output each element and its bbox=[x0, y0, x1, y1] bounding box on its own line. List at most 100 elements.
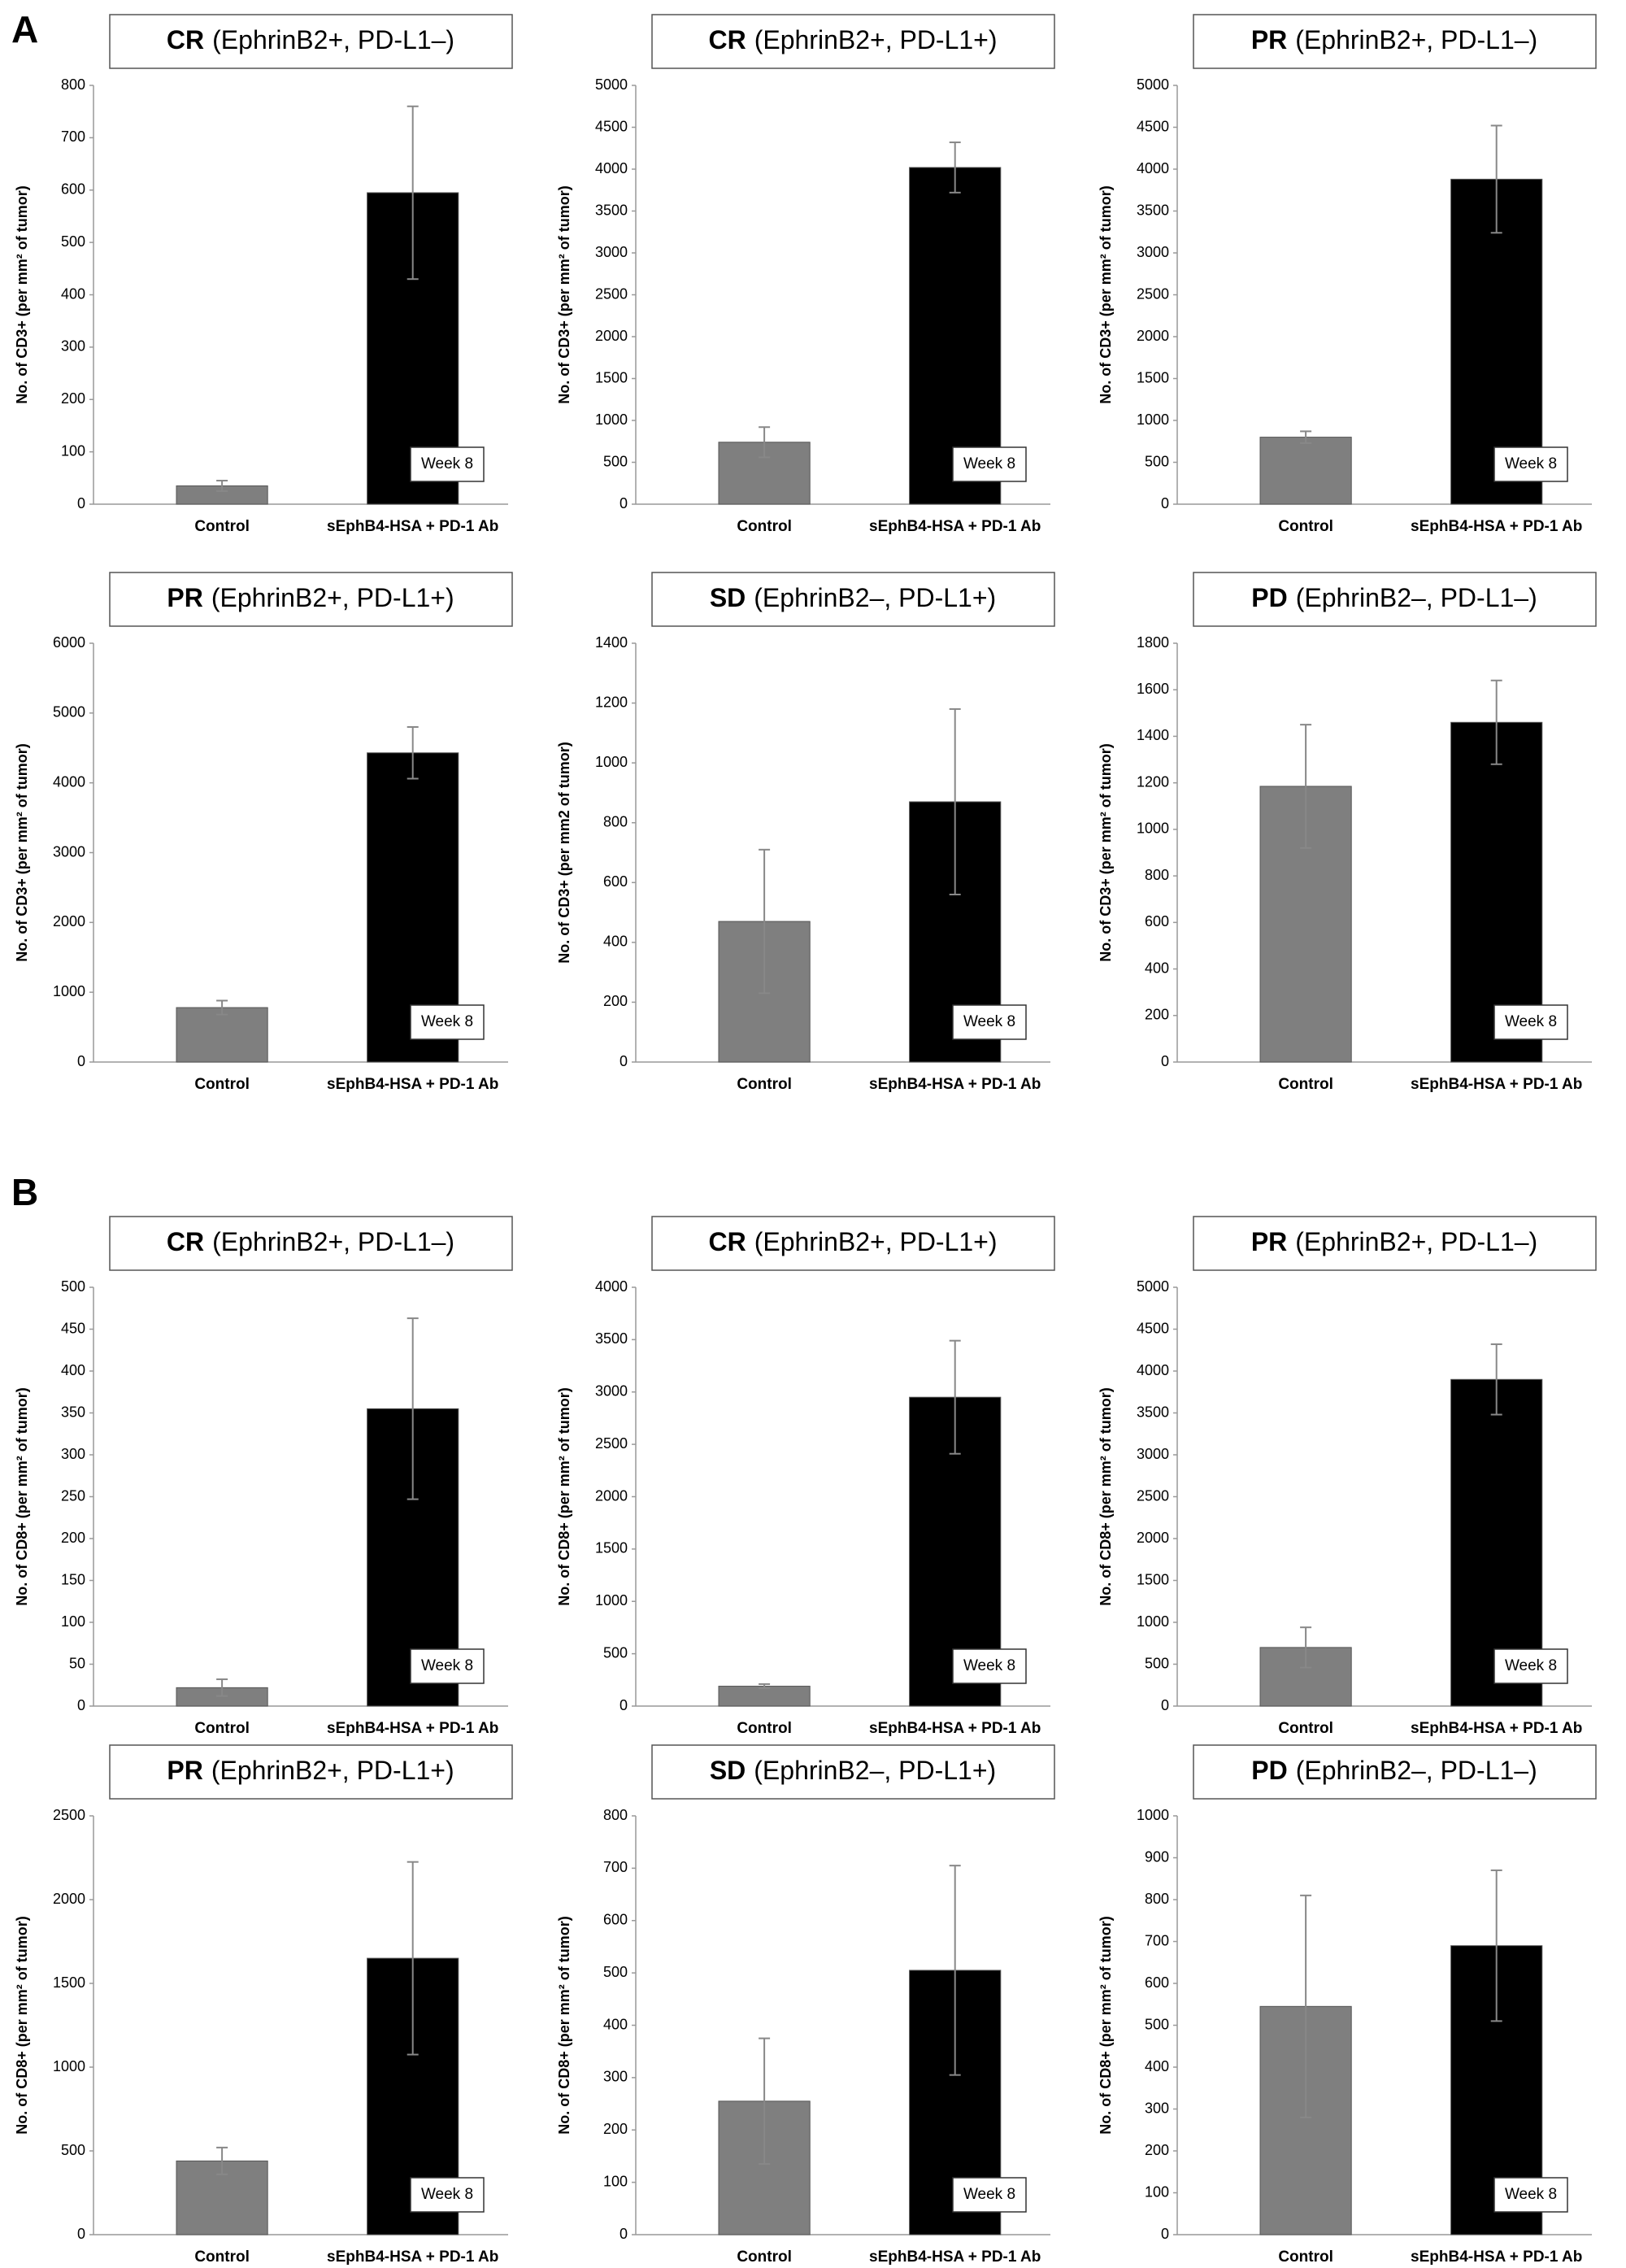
y-tick-label: 1200 bbox=[595, 694, 628, 710]
y-tick-label: 300 bbox=[61, 1446, 85, 1462]
y-tick-label: 200 bbox=[1145, 2142, 1169, 2158]
y-tick-label: 500 bbox=[1145, 1655, 1169, 1671]
y-tick-label: 1000 bbox=[53, 983, 85, 999]
y-tick-label: 1000 bbox=[1137, 821, 1169, 837]
y-tick-label: 800 bbox=[603, 1807, 628, 1823]
y-tick-label: 700 bbox=[603, 1859, 628, 1875]
y-tick-label: 700 bbox=[61, 128, 85, 145]
y-tick-label: 100 bbox=[603, 2173, 628, 2189]
y-tick-label: 1500 bbox=[595, 369, 628, 385]
x-tick-label: Control bbox=[1278, 2248, 1333, 2266]
annotation-box bbox=[1493, 2177, 1568, 2213]
x-tick-label: Control bbox=[1278, 518, 1333, 535]
y-tick-label: 600 bbox=[61, 181, 85, 198]
chart-title: SD (EphrinB2–, PD-L1+) bbox=[710, 583, 996, 612]
title-box bbox=[1193, 572, 1597, 627]
annotation: Week 8 bbox=[421, 1013, 473, 1030]
y-tick-label: 600 bbox=[1145, 1974, 1169, 1991]
y-tick-label: 500 bbox=[603, 1964, 628, 1980]
chart: PD (EphrinB2–, PD-L1–) No. of CD3+ (per mm… bbox=[1098, 572, 1597, 1093]
y-tick-label: 100 bbox=[61, 1613, 85, 1630]
y-tick-label: 4000 bbox=[53, 773, 85, 790]
y-tick-label: 3500 bbox=[1137, 1404, 1169, 1420]
y-tick-label: 250 bbox=[61, 1487, 85, 1504]
y-tick-label: 500 bbox=[61, 1278, 85, 1295]
y-tick-label: 2500 bbox=[595, 285, 628, 302]
x-tick-label: Control bbox=[194, 1076, 250, 1093]
y-tick-label: 3500 bbox=[595, 202, 628, 218]
y-tick-label: 3000 bbox=[595, 1383, 628, 1400]
y-axis-label: No. of CD3+ (per mm² of tumor) bbox=[556, 185, 572, 404]
y-tick-label: 500 bbox=[1145, 453, 1169, 469]
annotation: Week 8 bbox=[421, 2186, 473, 2203]
y-tick-label: 0 bbox=[77, 495, 85, 511]
y-tick-label: 5000 bbox=[595, 76, 628, 93]
y-tick-label: 200 bbox=[61, 1530, 85, 1546]
chart-title: CR (EphrinB2+, PD-L1+) bbox=[708, 25, 997, 54]
y-tick-label: 1000 bbox=[595, 1592, 628, 1608]
y-tick-label: 2500 bbox=[1137, 1487, 1169, 1504]
title-prefix: PD bbox=[1251, 1756, 1287, 1785]
y-tick-label: 2000 bbox=[595, 328, 628, 344]
y-tick-label: 400 bbox=[1145, 2058, 1169, 2074]
annotation: Week 8 bbox=[1505, 1657, 1557, 1674]
y-tick-label: 3000 bbox=[1137, 244, 1169, 260]
x-tick-label: sEphB4-HSA + PD-1 Ab bbox=[1411, 1720, 1582, 1737]
y-tick-label: 150 bbox=[61, 1571, 85, 1587]
y-tick-label: 200 bbox=[603, 993, 628, 1009]
title-box bbox=[651, 14, 1055, 69]
y-tick-label: 4000 bbox=[595, 160, 628, 176]
y-tick-label: 200 bbox=[603, 2121, 628, 2137]
annotation: Week 8 bbox=[963, 1657, 1015, 1674]
x-tick-label: Control bbox=[194, 1720, 250, 1737]
chart: PR (EphrinB2+, PD-L1–) No. of CD3+ (per mm… bbox=[1098, 14, 1597, 535]
y-tick-label: 400 bbox=[603, 934, 628, 950]
y-axis-label: No. of CD3+ (per mm2 of tumor) bbox=[556, 742, 572, 964]
chart: PR (EphrinB2+, PD-L1–) No. of CD8+ (per mm… bbox=[1098, 1216, 1597, 1737]
chart: PD (EphrinB2–, PD-L1–) No. of CD8+ (per mm… bbox=[1098, 1744, 1597, 2266]
y-tick-label: 0 bbox=[77, 1053, 85, 1069]
title-prefix: CR bbox=[167, 1227, 204, 1256]
y-tick-label: 400 bbox=[61, 285, 85, 302]
title-box bbox=[651, 572, 1055, 627]
y-tick-label: 1000 bbox=[1137, 1807, 1169, 1823]
x-tick-label: sEphB4-HSA + PD-1 Ab bbox=[327, 1720, 498, 1737]
y-tick-label: 600 bbox=[1145, 913, 1169, 929]
y-tick-label: 4500 bbox=[595, 118, 628, 134]
y-tick-label: 700 bbox=[1145, 1932, 1169, 1948]
annotation-box bbox=[1493, 1004, 1568, 1040]
title-text: (EphrinB2–, PD-L1+) bbox=[754, 583, 996, 612]
y-tick-label: 6000 bbox=[53, 634, 85, 651]
y-axis-label: No. of CD3+ (per mm² of tumor) bbox=[1098, 743, 1114, 962]
y-tick-label: 5000 bbox=[1137, 1278, 1169, 1295]
annotation: Week 8 bbox=[421, 1657, 473, 1674]
chart: SD (EphrinB2–, PD-L1+) No. of CD8+ (per mm… bbox=[556, 1744, 1055, 2266]
y-tick-label: 1500 bbox=[53, 1974, 85, 1991]
x-tick-label: Control bbox=[194, 2248, 250, 2266]
panel-label: B bbox=[11, 1171, 38, 1213]
y-tick-label: 500 bbox=[61, 2142, 85, 2158]
title-text: (EphrinB2+, PD-L1–) bbox=[1295, 1227, 1537, 1256]
chart-title: SD (EphrinB2–, PD-L1+) bbox=[710, 1756, 996, 1785]
x-tick-label: sEphB4-HSA + PD-1 Ab bbox=[327, 2248, 498, 2266]
title-prefix: PR bbox=[167, 583, 202, 612]
title-prefix: PR bbox=[1251, 1227, 1287, 1256]
annotation-box bbox=[952, 2177, 1027, 2213]
y-tick-label: 4000 bbox=[1137, 1362, 1169, 1378]
title-prefix: CR bbox=[708, 1227, 746, 1256]
annotation-box bbox=[410, 446, 485, 482]
y-tick-label: 500 bbox=[61, 233, 85, 250]
y-tick-label: 1200 bbox=[1137, 773, 1169, 790]
y-tick-label: 0 bbox=[1161, 495, 1169, 511]
x-tick-label: sEphB4-HSA + PD-1 Ab bbox=[869, 518, 1041, 535]
x-tick-label: Control bbox=[1278, 1076, 1333, 1093]
y-tick-label: 400 bbox=[61, 1362, 85, 1378]
title-box bbox=[109, 1744, 513, 1800]
y-axis-label: No. of CD8+ (per mm² of tumor) bbox=[556, 1916, 572, 2135]
chart-title: CR (EphrinB2+, PD-L1–) bbox=[167, 1227, 454, 1256]
y-tick-label: 1500 bbox=[595, 1540, 628, 1556]
y-axis-label: No. of CD3+ (per mm² of tumor) bbox=[14, 185, 30, 404]
y-tick-label: 600 bbox=[603, 873, 628, 890]
y-tick-label: 1000 bbox=[53, 2058, 85, 2074]
